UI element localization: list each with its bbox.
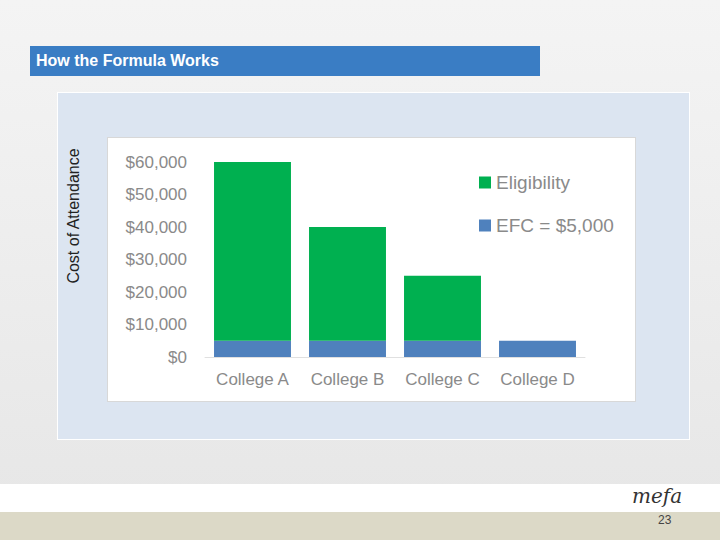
svg-text:$0: $0 [168, 348, 187, 367]
svg-text:$10,000: $10,000 [126, 315, 187, 334]
svg-text:College A: College A [216, 370, 289, 389]
html-text:Cost of Attendance: Cost of Attendance [65, 148, 82, 284]
svg-text:$60,000: $60,000 [126, 153, 187, 172]
svg-text:EFC = $5,000: EFC = $5,000 [496, 215, 614, 236]
svg-text:$50,000: $50,000 [126, 185, 187, 204]
svg-text:College D: College D [500, 370, 575, 389]
svg-text:College C: College C [405, 370, 480, 389]
svg-text:$40,000: $40,000 [126, 218, 187, 237]
svg-text:College B: College B [311, 370, 385, 389]
svg-text:Eligibility: Eligibility [496, 172, 570, 193]
svg-text:$20,000: $20,000 [126, 283, 187, 302]
svg-text:$30,000: $30,000 [126, 250, 187, 269]
html-text:How the Formula Works: How the Formula Works [36, 52, 219, 69]
html-text:mefa: mefa [632, 484, 683, 508]
html-text:23: 23 [658, 513, 672, 527]
